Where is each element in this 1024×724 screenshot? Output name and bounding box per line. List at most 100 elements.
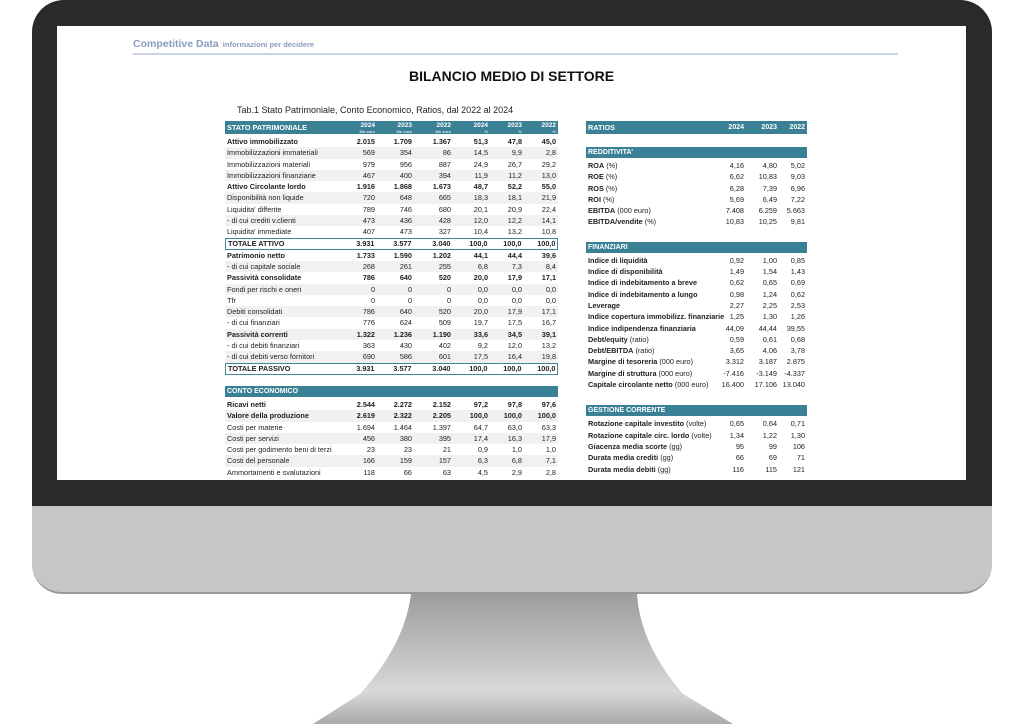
row-label: Passività correnti (227, 329, 288, 339)
cell-value: 2.322 (393, 411, 412, 421)
cell-value: 400 (399, 170, 412, 180)
cell-value: 354 (399, 148, 412, 158)
ratio-row: Debt/EBITDA (ratio) 3,65 4,06 3,78 (586, 345, 807, 356)
cell-value: 2.875 (786, 357, 805, 367)
table-row: TOTALE ATTIVO 3.931 3.577 3.040 100,0 100,0 10… (225, 237, 558, 250)
ratio-row: EBITDA (000 euro) 7.408 6.259 5.663 (586, 205, 807, 216)
column-header: 2024% (448, 122, 488, 134)
cell-value: 55,0 (541, 182, 556, 192)
cell-value: -4.337 (784, 368, 805, 378)
cell-value: 100,0 (537, 411, 556, 421)
cell-value: 44,1 (473, 250, 488, 260)
cell-value: 720 (362, 193, 375, 203)
ratio-name: Indice di liquidità (588, 255, 648, 265)
ratio-unit: (000 euro) (617, 206, 651, 216)
cell-value: 100,0 (503, 411, 522, 421)
cell-value: 1.590 (393, 250, 412, 260)
cell-value: 86 (442, 148, 451, 158)
cell-value: 0 (407, 284, 412, 294)
ratio-name: EBITDA (588, 206, 616, 216)
row-label: EBITDA/vendite (%) (588, 216, 656, 227)
ratio-unit: (%) (644, 217, 657, 227)
cell-value: 255 (438, 261, 451, 271)
cell-value: 69 (768, 453, 777, 463)
cell-value: 0,68 (790, 334, 805, 344)
table-row: Immobilizzazioni materiali 979 956 887 24,9 2… (225, 159, 558, 170)
row-label: Immobilizzazioni immateriali (227, 148, 318, 158)
cell-value: 95 (735, 441, 744, 451)
table-row: Debiti consolidati 786 640 520 20,0 17,9 17,1 (225, 306, 558, 318)
ratio-name: Indice indipendenza finanziaria (588, 323, 696, 333)
cell-value: 3.312 (725, 357, 744, 367)
cell-value: 7,22 (790, 194, 805, 204)
row-label: Debt/EBITDA (ratio) (588, 345, 655, 356)
table-row: - di cui debiti finanziari 363 430 402 9,2 12… (225, 340, 558, 351)
cell-value: 1,22 (762, 430, 777, 440)
cell-value: 0 (407, 295, 412, 305)
cell-value: 0,64 (762, 419, 777, 429)
ratio-name: Indice copertura immobilizz. finanziarie (588, 312, 725, 322)
cell-value: 7,1 (545, 456, 556, 466)
cell-value: 10,83 (725, 217, 744, 227)
cell-value: 520 (438, 307, 451, 317)
cell-value: 6,49 (762, 194, 777, 204)
table-caption: Tab.1 Stato Patrimoniale, Conto Economic… (237, 105, 514, 115)
row-label: - di cui capitale sociale (227, 261, 301, 271)
cell-value: 116 (732, 464, 744, 474)
cell-value: 402 (438, 341, 451, 351)
header-label: STATO PATRIMONIALE (227, 123, 307, 132)
ratio-unit: (gg) (657, 464, 671, 474)
cell-value: 10,25 (758, 217, 777, 227)
cell-value: 45,0 (541, 137, 556, 146)
ratio-unit: (000 euro) (659, 357, 694, 367)
cell-value: 3.931 (356, 363, 375, 373)
table-row: Ammortamenti e svalutazioni 118 66 63 4,5 2,9… (225, 467, 558, 478)
cell-value: 12,2 (507, 216, 522, 226)
table-row: Disponibilità non liquide 720 648 665 18,3 18… (225, 192, 558, 204)
ratio-row: Capitale circolante netto (000 euro) 16.4… (586, 379, 807, 390)
cell-value: 2.272 (393, 400, 412, 409)
ratio-name: Debt/EBITDA (588, 346, 634, 356)
cell-value: 1,43 (790, 267, 805, 277)
cell-value: 21 (442, 445, 451, 455)
cell-value: 16,3 (507, 433, 522, 443)
cell-value: 7,3 (511, 261, 522, 271)
cell-value: 467 (362, 170, 375, 180)
cell-value: 268 (362, 261, 375, 271)
ratio-row: Indice indipendenza finanziaria 44,09 44,4… (586, 323, 807, 334)
cell-value: 44,4 (507, 250, 522, 260)
cell-value: 1.397 (432, 422, 451, 432)
cell-value: 97,8 (507, 400, 522, 409)
ratio-row: Indice di indebitamento a lungo 0,98 1,24 0… (586, 289, 807, 300)
cell-value: 2,8 (545, 148, 556, 158)
cell-value: 9,03 (790, 172, 805, 182)
cell-value: 20,1 (473, 204, 488, 214)
cell-value: 0,62 (729, 278, 744, 288)
cell-value: 0,69 (790, 278, 805, 288)
monitor-stand (313, 594, 733, 724)
column-unit: Mn euro (435, 129, 451, 134)
cell-value: 6,96 (790, 183, 805, 193)
ratio-unit: (gg) (660, 453, 674, 463)
cell-value: 22,4 (541, 204, 556, 214)
cell-value: 0,9 (477, 445, 488, 455)
cell-value: 1,54 (762, 267, 777, 277)
column-header: 2022% (516, 122, 556, 134)
table-row: - di cui crediti v.clienti 473 436 428 12,0 1… (225, 215, 558, 227)
cell-value: 1.868 (393, 182, 412, 192)
cell-value: 39,6 (541, 250, 556, 260)
ratio-unit: (ratio) (635, 346, 655, 356)
cell-value: 16,4 (507, 352, 522, 362)
row-label: TOTALE ATTIVO (228, 238, 285, 248)
ratio-name: Margine di tesoreria (588, 357, 658, 367)
spacer (586, 228, 807, 242)
ratio-row: Rotazione capitale investito (volte) 0,65… (586, 418, 807, 429)
ratio-name: ROS (588, 183, 604, 193)
cell-value: 24,9 (473, 159, 488, 169)
cell-value: 100,0 (503, 238, 522, 248)
cell-value: 1,30 (762, 312, 777, 322)
cell-value: 4,5 (477, 467, 488, 477)
cell-value: 34,5 (507, 329, 522, 339)
row-label: Patrimonio netto (227, 250, 285, 260)
cell-value: 0,62 (790, 289, 805, 299)
